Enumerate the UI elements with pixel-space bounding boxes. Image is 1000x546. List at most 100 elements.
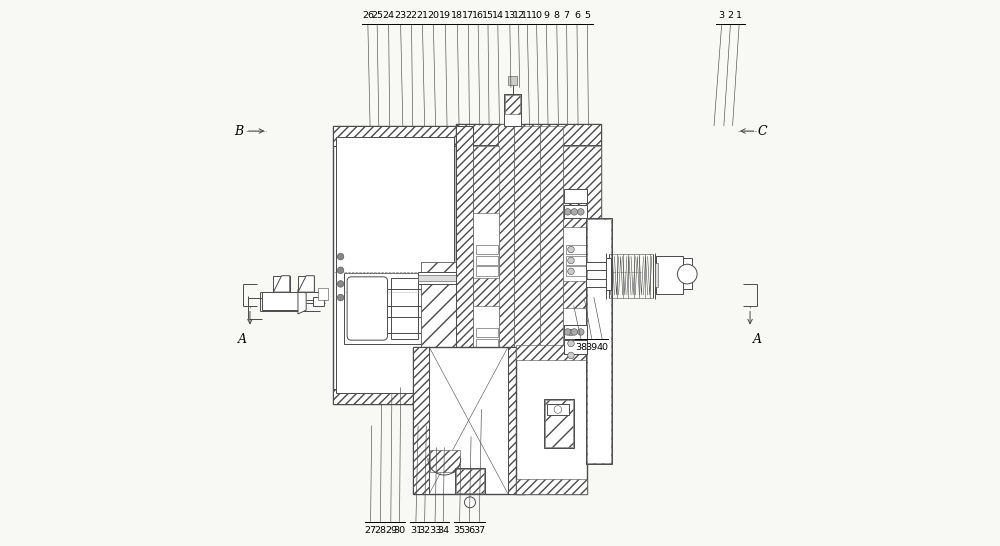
Circle shape [571, 329, 578, 335]
Text: 7: 7 [564, 11, 570, 20]
Text: 32: 32 [419, 526, 431, 535]
Circle shape [337, 294, 344, 301]
Circle shape [568, 268, 574, 275]
Bar [586, 218, 612, 464]
Bar [516, 479, 587, 494]
Bar [413, 347, 525, 494]
Bar [313, 297, 324, 306]
Text: 12: 12 [513, 11, 525, 20]
Bar [504, 94, 521, 126]
Bar [564, 189, 587, 203]
Bar [430, 450, 460, 472]
Bar [566, 266, 586, 276]
Bar [298, 276, 314, 292]
Circle shape [564, 209, 571, 215]
Bar [563, 308, 601, 360]
Bar [540, 126, 563, 404]
Bar [473, 213, 499, 278]
Bar [456, 469, 484, 493]
Bar [273, 276, 290, 292]
Bar [547, 404, 569, 415]
Text: 6: 6 [574, 11, 580, 20]
Bar [516, 347, 587, 494]
Polygon shape [298, 289, 306, 314]
Bar [566, 245, 586, 254]
Text: 13: 13 [504, 11, 516, 20]
Circle shape [578, 329, 584, 335]
Circle shape [568, 257, 574, 264]
Bar [566, 328, 586, 337]
Bar [476, 256, 498, 265]
Bar [566, 339, 586, 348]
Bar [318, 288, 328, 300]
Bar [344, 273, 424, 344]
Bar [508, 347, 525, 494]
Bar [421, 262, 458, 355]
Bar [476, 245, 498, 254]
Bar [418, 275, 457, 281]
Bar [505, 95, 520, 114]
Circle shape [337, 281, 344, 287]
Bar [586, 279, 607, 287]
Bar [655, 263, 658, 287]
Text: 9: 9 [543, 11, 549, 20]
Text: 36: 36 [463, 526, 475, 535]
Bar [564, 325, 587, 339]
Text: 31: 31 [410, 526, 422, 535]
Bar [421, 262, 458, 355]
Circle shape [337, 267, 344, 274]
Bar [455, 468, 485, 494]
Text: 39: 39 [586, 343, 598, 352]
Bar [476, 339, 498, 348]
Text: 25: 25 [371, 11, 383, 20]
Bar [473, 306, 499, 363]
Bar [586, 262, 607, 270]
Text: 14: 14 [492, 11, 504, 20]
Text: 23: 23 [395, 11, 407, 20]
Circle shape [568, 246, 574, 253]
Bar [418, 272, 457, 284]
Bar [333, 126, 456, 404]
FancyBboxPatch shape [347, 277, 388, 340]
Text: 18: 18 [451, 11, 463, 20]
Text: 33: 33 [429, 526, 441, 535]
Circle shape [337, 253, 344, 260]
Text: A: A [238, 333, 247, 346]
Circle shape [571, 209, 578, 215]
Bar [456, 124, 601, 145]
Polygon shape [273, 276, 290, 292]
Bar [566, 256, 586, 265]
Circle shape [568, 340, 574, 347]
Bar [498, 124, 514, 420]
Circle shape [568, 329, 574, 336]
Text: A: A [753, 333, 762, 346]
Bar [476, 266, 498, 276]
Bar [336, 136, 454, 393]
Bar [564, 340, 587, 354]
Bar [333, 389, 456, 404]
Circle shape [568, 352, 574, 359]
Bar [606, 258, 611, 290]
Bar [476, 328, 498, 337]
Circle shape [465, 497, 475, 508]
Circle shape [554, 406, 562, 413]
Bar [563, 227, 601, 281]
Text: 10: 10 [531, 11, 543, 20]
Text: 28: 28 [374, 526, 386, 535]
Bar [350, 278, 383, 339]
Text: 40: 40 [596, 343, 608, 352]
Circle shape [677, 264, 697, 284]
Text: 2: 2 [727, 11, 733, 20]
Text: 22: 22 [406, 11, 418, 20]
Bar [563, 146, 601, 388]
Text: 35: 35 [454, 526, 466, 535]
Bar [545, 400, 573, 447]
Text: 38: 38 [575, 343, 587, 352]
Text: 19: 19 [439, 11, 451, 20]
Bar [516, 345, 587, 360]
Text: 3: 3 [719, 11, 725, 20]
Bar [587, 219, 611, 463]
Text: 30: 30 [393, 526, 406, 535]
Text: 15: 15 [482, 11, 494, 20]
Bar [456, 405, 601, 420]
